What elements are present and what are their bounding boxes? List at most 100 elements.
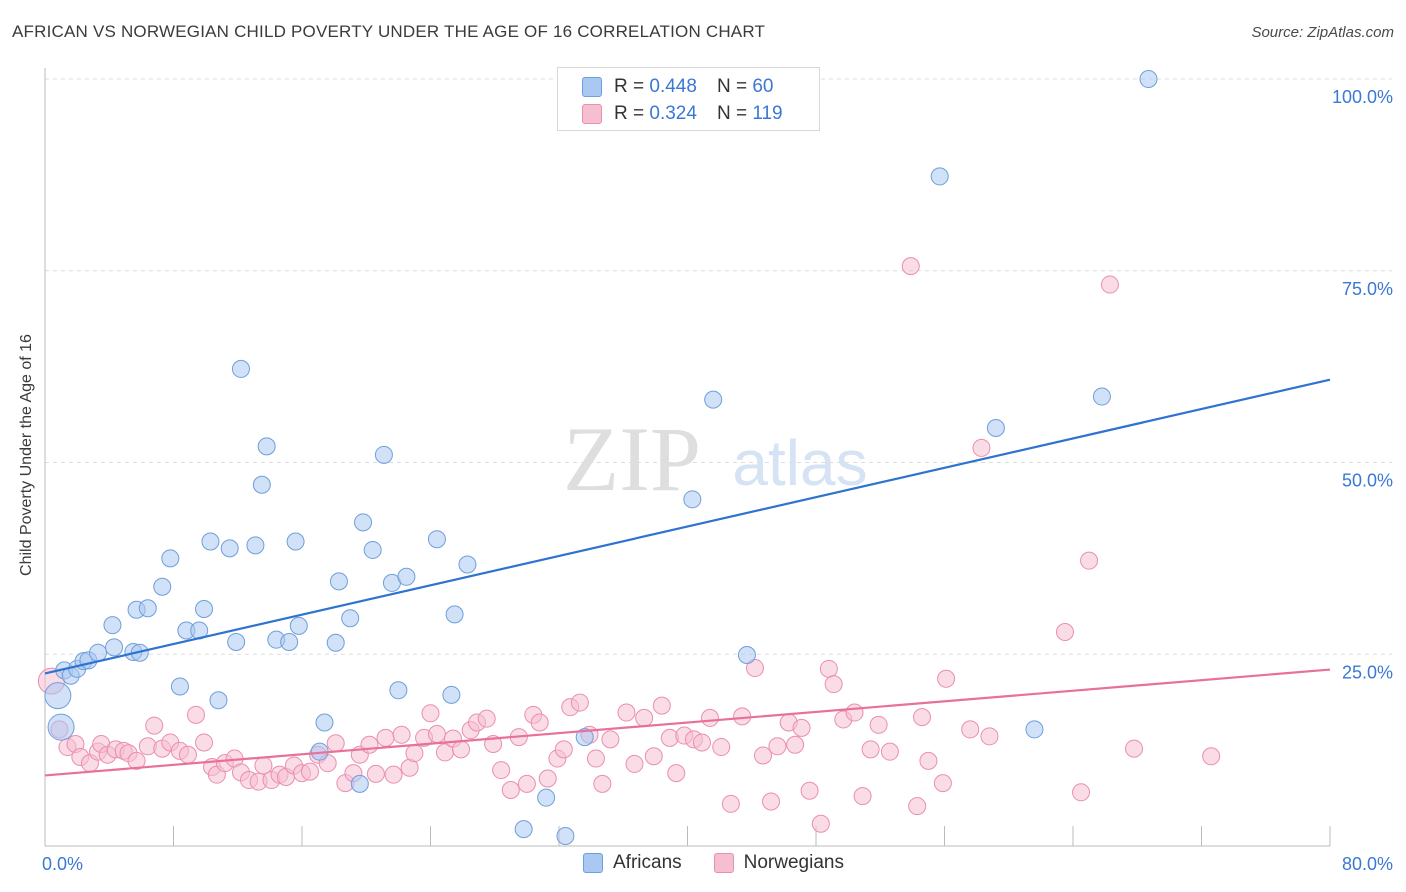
- watermark-atlas: atlas: [732, 427, 867, 499]
- african-point: [326, 633, 345, 652]
- african-point: [138, 599, 157, 618]
- african-point: [374, 445, 393, 464]
- norwegian-point: [753, 746, 772, 765]
- african-point: [363, 540, 382, 559]
- norwegian-point: [1080, 551, 1099, 570]
- norwegian-point: [819, 659, 838, 678]
- norwegian-point: [733, 707, 752, 726]
- african-point: [427, 530, 446, 549]
- norwegian-point: [700, 708, 719, 727]
- norwegian-point: [1100, 275, 1119, 294]
- norwegian-point: [517, 774, 536, 793]
- legend-swatch-norwegians: [582, 104, 602, 124]
- african-point: [227, 632, 246, 651]
- norwegian-point: [792, 718, 811, 737]
- series-legend-norwegians: Norwegians: [713, 852, 844, 874]
- legend-n-label: N =: [716, 76, 748, 97]
- norwegian-point: [427, 725, 446, 744]
- african-point: [737, 646, 756, 665]
- african-point: [103, 616, 122, 635]
- legend-n-value-africans: 60: [752, 76, 774, 97]
- trend-line-norwegians: [44, 668, 1331, 777]
- african-point: [1092, 387, 1111, 406]
- african-point: [1139, 70, 1158, 88]
- legend-r-value-africans: 0.448: [649, 76, 697, 97]
- series-legend-swatch-africans: [583, 853, 603, 873]
- norwegian-point: [1125, 739, 1144, 758]
- source-label: Source: ZipAtlas.com: [1251, 24, 1394, 41]
- norwegian-point: [530, 713, 549, 732]
- norwegian-point: [980, 727, 999, 746]
- y-tick-label: 75.0%: [1342, 279, 1393, 299]
- legend-swatch-africans: [582, 77, 602, 97]
- african-point: [514, 820, 533, 839]
- tick-labels: 25.0% 50.0% 75.0% 100.0% 0.0% 80.0%: [42, 87, 1393, 874]
- norwegian-point: [452, 740, 471, 759]
- norwegian-point: [593, 774, 612, 793]
- norwegian-point: [712, 738, 731, 757]
- y-tick-label: 25.0%: [1342, 662, 1393, 682]
- african-point: [458, 555, 477, 574]
- norwegian-point: [360, 735, 379, 754]
- norwegian-point: [392, 725, 411, 744]
- norwegian-point: [376, 728, 395, 747]
- african-point: [445, 605, 464, 624]
- african-point: [153, 577, 172, 596]
- norwegian-point: [635, 708, 654, 727]
- y-tick-label: 50.0%: [1342, 471, 1393, 491]
- african-point: [986, 418, 1005, 437]
- norwegian-point: [937, 669, 956, 688]
- african-point: [220, 539, 239, 558]
- x-tick-label-max: 80.0%: [1342, 854, 1393, 874]
- african-point: [231, 359, 250, 378]
- african-point: [89, 643, 108, 662]
- norwegian-point: [127, 751, 146, 770]
- norwegian-point: [762, 792, 781, 811]
- y-tick-label: 100.0%: [1332, 87, 1393, 107]
- norwegian-point: [652, 696, 671, 715]
- african-point: [329, 572, 348, 591]
- african-point: [1025, 720, 1044, 739]
- norwegian-point: [880, 742, 899, 761]
- norwegian-point: [492, 761, 511, 780]
- norwegian-point: [768, 737, 787, 756]
- african-point: [252, 475, 271, 494]
- african-point: [161, 549, 180, 568]
- norwegian-point: [145, 716, 164, 735]
- african-point: [209, 691, 228, 710]
- norwegian-point: [1202, 747, 1221, 766]
- norwegian-point: [961, 720, 980, 739]
- norwegian-point: [366, 764, 385, 783]
- norwegian-point: [586, 749, 605, 768]
- norwegian-point: [405, 744, 424, 763]
- legend-r-value-norwegians: 0.324: [649, 103, 697, 124]
- norwegian-point: [301, 762, 320, 781]
- african-point: [575, 728, 594, 747]
- norwegian-point: [570, 693, 589, 712]
- norwegian-point: [908, 797, 927, 816]
- norwegian-point: [824, 675, 843, 694]
- norwegian-point: [800, 781, 819, 800]
- chart-title: AFRICAN VS NORWEGIAN CHILD POVERTY UNDER…: [12, 22, 766, 41]
- african-point: [246, 536, 265, 555]
- norwegian-point: [861, 740, 880, 759]
- norwegian-point: [421, 704, 440, 723]
- african-point: [537, 788, 556, 807]
- trend-lines: [44, 378, 1331, 777]
- x-tick-label-min: 0.0%: [42, 854, 83, 874]
- series-legend-africans: Africans: [583, 852, 682, 874]
- african-point: [397, 567, 416, 586]
- norwegian-point: [384, 765, 403, 784]
- african-point: [170, 677, 189, 696]
- african-point: [556, 827, 575, 846]
- african-point: [930, 167, 949, 186]
- african-point: [683, 490, 702, 509]
- african-point: [341, 609, 360, 628]
- norwegian-point: [326, 734, 345, 753]
- norwegian-point: [186, 705, 205, 724]
- african-point: [289, 616, 308, 635]
- norwegian-point: [178, 745, 197, 764]
- legend: R = 0.448 N = 60 R = 0.324 N = 119: [557, 67, 820, 131]
- african-point: [280, 632, 299, 651]
- legend-row-norwegians: R = 0.324 N = 119: [582, 102, 783, 126]
